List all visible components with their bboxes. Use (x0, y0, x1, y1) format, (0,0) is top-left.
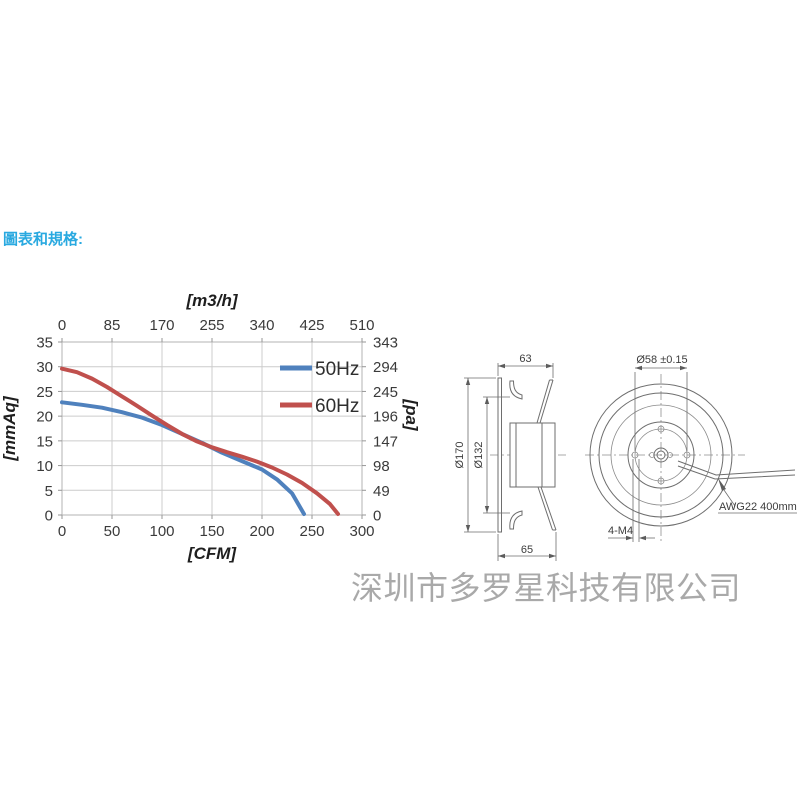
performance-chart: 0 50 100 150 200 250 300 0 85 170 255 340 425 510 0 5 10… (0, 290, 440, 580)
series-line-50hz (60, 400, 306, 516)
tick-label-right: 98 (373, 458, 390, 475)
tick-label-right: 294 (373, 359, 398, 376)
bolt-pitch-circle (634, 428, 688, 482)
tick-label-right: 196 (373, 409, 398, 426)
screw-hole-left (649, 452, 655, 458)
inlet-bell-bottom (509, 510, 523, 530)
m4-hole-left (631, 451, 639, 459)
lead-wire-bottom-edge (677, 465, 796, 480)
dim65-arrow-right (549, 553, 556, 559)
tick-label-right: 147 (373, 433, 398, 450)
m4-hole-top (657, 425, 665, 433)
dim-mounting-holes: 4-M4 (608, 525, 633, 537)
tick-label-left: 10 (36, 458, 53, 475)
dim58-arrow-right (680, 365, 687, 371)
tick-label-bottom: 250 (299, 523, 324, 540)
fan-front-view-drawing: Ø58 ±0.15 4-M4 AWG22 400mm (583, 328, 800, 580)
dim170-arrow-bottom (465, 525, 471, 532)
dim65-arrow-left (498, 553, 505, 559)
shaft-hole-circle (656, 450, 666, 460)
dim-width-top: 63 (519, 353, 531, 365)
lead-wire-top-edge (677, 460, 796, 476)
impeller-circle (610, 404, 712, 506)
legend-label-50hz: 50Hz (315, 359, 359, 380)
tick-label-left: 30 (36, 359, 53, 376)
rim-inner-circle (598, 392, 724, 518)
dim63-arrow-right (546, 363, 553, 369)
dim63-arrow-left (498, 363, 505, 369)
dim170-arrow-top (465, 378, 471, 385)
dim132-arrow-top (484, 397, 490, 404)
dim-lead-wire: AWG22 400mm (719, 501, 797, 513)
tick-label-right: 0 (373, 508, 381, 525)
tick-label-left: 20 (36, 409, 53, 426)
axis-title-top: [m3/h] (186, 291, 239, 310)
housing-cone-bottom-inner (537, 486, 553, 531)
tick-label-left: 15 (36, 433, 53, 450)
motor-block (509, 422, 556, 488)
tick-label-bottom: 150 (199, 523, 224, 540)
housing-cone-top-inner (536, 379, 550, 424)
dim132-arrow-bottom (484, 506, 490, 513)
tick-label-right: 343 (373, 335, 398, 352)
wire-leader-arrow (718, 478, 726, 491)
flange-plate (497, 377, 502, 533)
tick-label-left: 35 (36, 335, 53, 352)
tick-label-top: 0 (58, 317, 66, 334)
tick-label-bottom: 200 (249, 523, 274, 540)
axis-title-left: [mmAq] (0, 395, 19, 462)
housing-cone-top-outer (539, 379, 554, 424)
fan-front-view-svg: Ø58 ±0.15 4-M4 AWG22 400mm (585, 354, 797, 542)
m4-hole-right (683, 451, 691, 459)
tick-label-top: 510 (349, 317, 374, 334)
dim-outer-diameter: Ø170 (454, 442, 466, 469)
housing-cone-bottom-outer (540, 486, 557, 531)
tick-label-bottom: 300 (349, 523, 374, 540)
fan-side-view-svg: 63 65 Ø170 Ø132 (454, 353, 566, 561)
axis-title-right: [pa] (402, 398, 421, 432)
tick-label-top: 425 (299, 317, 324, 334)
tick-label-bottom: 100 (149, 523, 174, 540)
tick-label-top: 340 (249, 317, 274, 334)
tick-label-left: 25 (36, 384, 53, 401)
tick-label-bottom: 0 (58, 523, 66, 540)
tick-label-left: 5 (45, 483, 53, 500)
inlet-bell-top (509, 380, 523, 400)
wire-leader-line (723, 489, 736, 507)
outer-rim-circle (589, 383, 733, 527)
fan-side-view-drawing: 63 65 Ø170 Ø132 (450, 335, 590, 570)
hub-outer-circle (627, 421, 695, 489)
m4-arrow-left (626, 535, 633, 541)
axis-title-bottom: [CFM] (187, 544, 237, 563)
tick-label-right: 49 (373, 483, 390, 500)
screw-hole-right (667, 452, 673, 458)
tick-label-left: 0 (45, 508, 53, 525)
tick-label-top: 255 (199, 317, 224, 334)
watermark-company-name: 深圳市多罗星科技有限公司 (351, 570, 742, 606)
dim-bolt-circle: Ø58 ±0.15 (636, 354, 687, 366)
section-title: 圖表和規格: (3, 231, 83, 248)
series-line-60hz (60, 366, 340, 516)
dim-inlet-diameter: Ø132 (473, 442, 485, 469)
tick-label-top: 170 (149, 317, 174, 334)
m4-hole-bottom (657, 477, 665, 485)
tick-label-bottom: 50 (104, 523, 121, 540)
tick-label-right: 245 (373, 384, 398, 401)
dim-width-bottom: 65 (521, 544, 533, 556)
legend-label-60hz: 60Hz (315, 396, 359, 417)
shaft-boss-circle (653, 447, 669, 463)
m4-arrow-right (639, 535, 646, 541)
tick-label-top: 85 (104, 317, 121, 334)
dim58-arrow-left (635, 365, 642, 371)
